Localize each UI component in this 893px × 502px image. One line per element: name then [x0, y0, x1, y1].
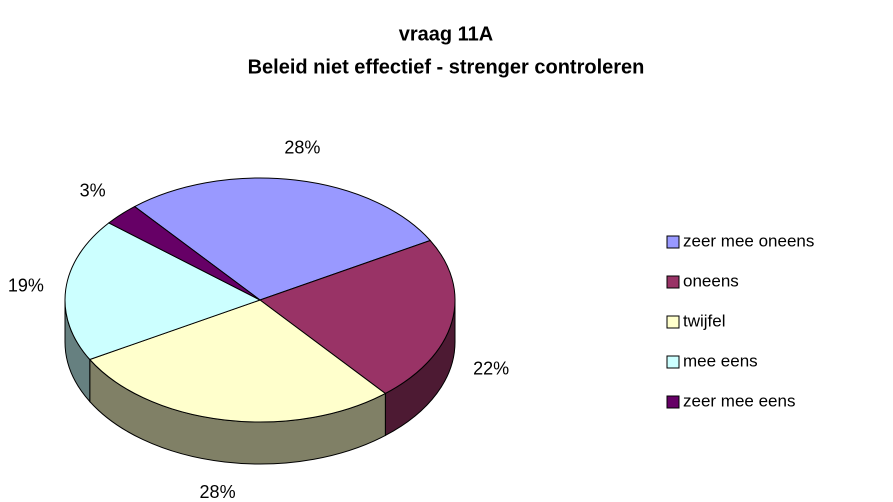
legend-swatch: [666, 235, 680, 249]
legend-label: twijfel: [683, 311, 726, 330]
legend-label: oneens: [683, 271, 739, 290]
chart-subtitle: Beleid niet effectief - strenger control…: [248, 56, 645, 78]
data-label: 22%: [473, 359, 509, 379]
data-label: 19%: [8, 275, 44, 295]
data-label: 28%: [284, 137, 320, 157]
legend-label: zeer mee eens: [683, 391, 795, 410]
slice: [133, 177, 432, 301]
data-label: 3%: [80, 181, 106, 201]
slice: [64, 222, 262, 361]
legend-swatch: [666, 395, 680, 409]
legend-label: mee eens: [683, 351, 758, 370]
legend-swatch: [666, 275, 680, 289]
slice: [88, 299, 387, 423]
data-label: 28%: [200, 482, 236, 502]
legend-swatch: [666, 355, 680, 369]
legend-swatch: [666, 315, 680, 329]
chart-title: vraag 11A: [399, 23, 494, 45]
slice: [258, 239, 456, 395]
legend-label: zeer mee oneens: [683, 231, 814, 250]
slice: [107, 205, 261, 301]
